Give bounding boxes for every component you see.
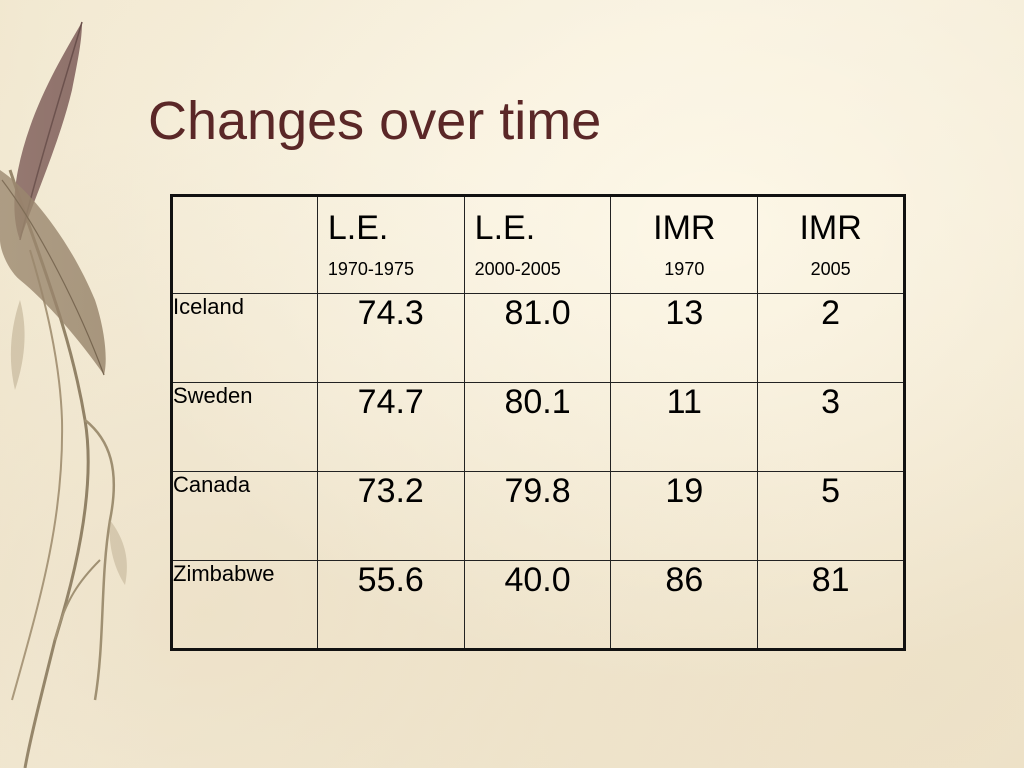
- life-expectancy-table: L.E. 1970-1975 L.E. 2000-2005 IMR 1970 I…: [170, 194, 906, 651]
- value-cell: 81: [757, 560, 905, 650]
- value-cell: 73.2: [316, 471, 465, 561]
- header-period: 1970: [664, 259, 705, 279]
- country-cell: Canada: [171, 471, 318, 561]
- country-cell: Sweden: [171, 382, 318, 472]
- value-cell: 13: [610, 293, 759, 383]
- header-cell-imr-1970: IMR 1970: [610, 195, 759, 294]
- value-cell: 80.1: [463, 382, 612, 472]
- value-cell: 2: [757, 293, 905, 383]
- header-label: IMR: [799, 209, 862, 247]
- value-cell: 81.0: [463, 293, 612, 383]
- header-label: L.E.: [474, 209, 536, 247]
- value-cell: 19: [610, 471, 759, 561]
- decorative-leaf-branch: [0, 0, 170, 768]
- value-cell: 74.3: [316, 293, 465, 383]
- country-cell: Zimbabwe: [171, 560, 318, 650]
- header-period: 2000-2005: [474, 259, 561, 279]
- header-period: 1970-1975: [327, 259, 414, 279]
- value-cell: 74.7: [316, 382, 465, 472]
- table-row: Sweden 74.7 80.1 11 3: [171, 382, 905, 472]
- value-cell: 11: [610, 382, 759, 472]
- table-header-row: L.E. 1970-1975 L.E. 2000-2005 IMR 1970 I…: [171, 195, 905, 294]
- header-label: L.E.: [327, 209, 389, 247]
- header-cell-empty: [171, 195, 318, 294]
- value-cell: 5: [757, 471, 905, 561]
- table-row: Zimbabwe 55.6 40.0 86 81: [171, 560, 905, 650]
- header-label: IMR: [653, 209, 716, 247]
- value-cell: 40.0: [463, 560, 612, 650]
- value-cell: 86: [610, 560, 759, 650]
- header-period: 2005: [810, 259, 851, 279]
- header-cell-le-1970: L.E. 1970-1975: [316, 195, 465, 294]
- table-row: Canada 73.2 79.8 19 5: [171, 471, 905, 561]
- country-cell: Iceland: [171, 293, 318, 383]
- value-cell: 3: [757, 382, 905, 472]
- value-cell: 79.8: [463, 471, 612, 561]
- value-cell: 55.6: [316, 560, 465, 650]
- slide-title: Changes over time: [148, 91, 602, 151]
- header-cell-imr-2005: IMR 2005: [757, 195, 905, 294]
- header-cell-le-2000: L.E. 2000-2005: [463, 195, 612, 294]
- table-row: Iceland 74.3 81.0 13 2: [171, 293, 905, 383]
